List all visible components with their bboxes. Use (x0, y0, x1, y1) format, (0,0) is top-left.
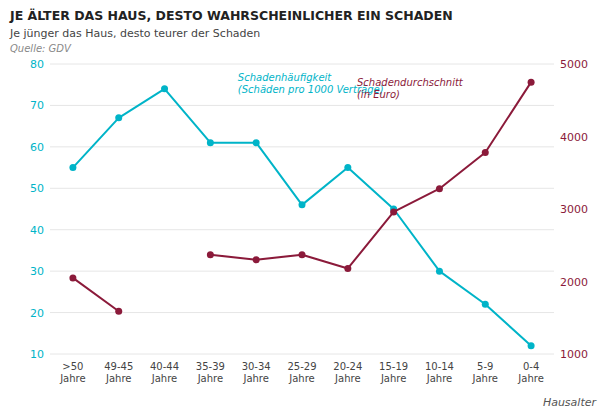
x-tick-label: 40-44Jahre (150, 361, 179, 384)
series-point (482, 301, 489, 308)
text-line: 40-44 (150, 361, 179, 372)
grid-line (50, 105, 554, 106)
text-line: 30-34 (242, 361, 271, 372)
grid-line (50, 229, 554, 230)
grid-line (50, 271, 554, 272)
text-line: >50 (62, 361, 83, 372)
series-point (299, 251, 306, 258)
text-line: 25-29 (287, 361, 316, 372)
grid (50, 64, 554, 354)
text-line: 10-14 (425, 361, 454, 372)
text-line: Jahre (151, 373, 177, 384)
series-point (436, 185, 443, 192)
x-tick-label: >50Jahre (59, 361, 85, 384)
x-tick-label: 49-45Jahre (104, 361, 133, 384)
text-line: Jahre (517, 373, 543, 384)
x-tick-label: 20-24Jahre (333, 361, 362, 384)
series-point (69, 274, 76, 281)
series-point (390, 208, 397, 215)
text-line: Jahre (380, 373, 406, 384)
series-point (161, 85, 168, 92)
series-point (253, 139, 260, 146)
series-point (253, 256, 260, 263)
y2-tick-label: 4000 (560, 131, 588, 144)
text-line: Jahre (242, 373, 268, 384)
series-point (482, 149, 489, 156)
text-line: 20-24 (333, 361, 362, 372)
x-tick-label: 0-4Jahre (517, 361, 543, 384)
text-line: Jahre (472, 373, 498, 384)
text-line: (in Euro) (357, 89, 400, 100)
y2-tick-label: 3000 (560, 203, 588, 216)
series-point (207, 251, 214, 258)
text-line: 15-19 (379, 361, 408, 372)
y-tick-label: 70 (30, 99, 44, 112)
text-line: Schadendurchschnitt (357, 77, 464, 88)
series-point (344, 164, 351, 171)
series-point (115, 114, 122, 121)
series-point (528, 342, 535, 349)
x-axis-label: Hausalter (543, 396, 598, 409)
x-tick-label: 5-9Jahre (472, 361, 498, 384)
x-tick-label: 25-29Jahre (287, 361, 316, 384)
y-tick-label: 40 (30, 224, 44, 237)
x-tick-label: 15-19Jahre (379, 361, 408, 384)
series-point (207, 139, 214, 146)
x-tick-label: 35-39Jahre (196, 361, 225, 384)
subtitle: Je jünger das Haus, desto teurer der Sch… (9, 27, 260, 40)
y2-tick-label: 5000 (560, 58, 588, 71)
y-tick-label: 10 (30, 348, 44, 361)
text-line: Jahre (288, 373, 314, 384)
chart: JE ÄLTER DAS HAUS, DESTO WAHRSCHEINLICHE… (0, 0, 606, 416)
y2-tick-label: 1000 (560, 348, 588, 361)
series-point (299, 201, 306, 208)
series-line (73, 82, 531, 311)
source: Quelle: GDV (10, 43, 72, 54)
series-point (115, 308, 122, 315)
y-tick-label: 30 (30, 265, 44, 278)
grid-line (50, 354, 554, 355)
x-tick-label: 10-14Jahre (425, 361, 454, 384)
text-line: Jahre (59, 373, 85, 384)
text-line: Jahre (426, 373, 452, 384)
grid-line (50, 146, 554, 147)
text-line: 5-9 (477, 361, 493, 372)
series-point (344, 265, 351, 272)
text-line: Schadenhäufigkeit (238, 72, 332, 83)
text-line: Jahre (105, 373, 131, 384)
text-line: 0-4 (523, 361, 539, 372)
title: JE ÄLTER DAS HAUS, DESTO WAHRSCHEINLICHE… (9, 8, 453, 23)
plot-area (69, 79, 534, 350)
grid-line (50, 312, 554, 313)
text-line: 35-39 (196, 361, 225, 372)
text-line: 49-45 (104, 361, 133, 372)
text-line: Jahre (197, 373, 223, 384)
series-line (73, 89, 531, 346)
x-tick-label: 30-34Jahre (242, 361, 271, 384)
grid-line (50, 64, 554, 65)
series-label: Schadendurchschnitt(in Euro) (357, 77, 464, 100)
y2-tick-label: 2000 (560, 276, 588, 289)
y-tick-label: 80 (30, 58, 44, 71)
series-point (436, 268, 443, 275)
y-tick-label: 50 (30, 182, 44, 195)
y-tick-label: 60 (30, 141, 44, 154)
y-tick-label: 20 (30, 307, 44, 320)
series-point (528, 79, 535, 86)
grid-line (50, 188, 554, 189)
series-point (69, 164, 76, 171)
text-line: Jahre (334, 373, 360, 384)
